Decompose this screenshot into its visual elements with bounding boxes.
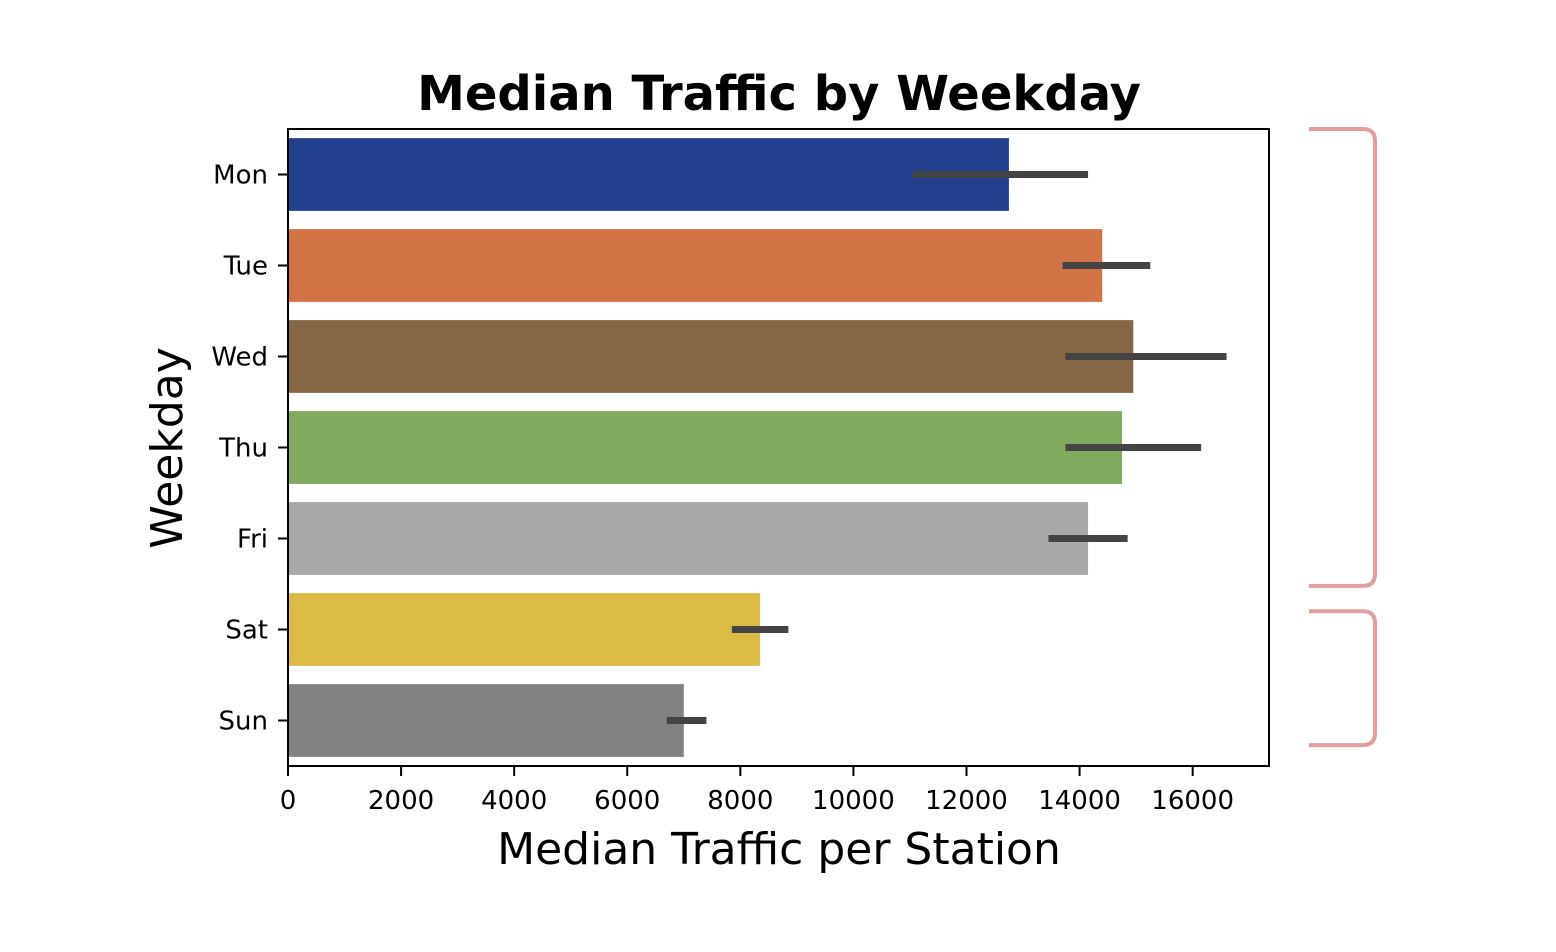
bar-mon <box>288 138 1009 211</box>
y-tick-label-sun: Sun <box>219 707 268 737</box>
bars-group <box>288 138 1134 757</box>
y-axis-ticks: Mon Tue Wed Thu Fri Sat Sun <box>211 161 288 737</box>
y-tick-label-fri: Fri <box>237 525 268 555</box>
chart-title: Median Traffic by Weekday <box>417 66 1141 122</box>
bar-sat <box>288 593 761 666</box>
y-tick-label-tue: Tue <box>223 252 268 282</box>
x-axis-label: Median Traffic per Station <box>497 824 1061 875</box>
x-tick-label-6000: 6000 <box>594 786 660 816</box>
x-tick-label-16000: 16000 <box>1151 786 1234 816</box>
x-tick-label-8000: 8000 <box>707 786 773 816</box>
bar-sun <box>288 684 684 757</box>
bar-wed <box>288 320 1134 393</box>
y-axis-label: Weekday <box>142 347 193 548</box>
x-tick-label-2000: 2000 <box>368 786 434 816</box>
error-bars-group <box>666 171 1227 724</box>
y-tick-label-thu: Thu <box>218 434 268 464</box>
bracket-mon-fri <box>1309 127 1377 588</box>
bar-thu <box>288 411 1122 484</box>
y-tick-label-wed: Wed <box>211 343 268 373</box>
x-tick-label-4000: 4000 <box>481 786 547 816</box>
x-tick-label-12000: 12000 <box>925 786 1008 816</box>
x-tick-label-14000: 14000 <box>1038 786 1121 816</box>
x-axis-ticks: 0 2000 4000 6000 8000 10000 12000 14000 16000 <box>280 766 1234 816</box>
bracket-sat-sun <box>1309 609 1377 748</box>
y-tick-label-sat: Sat <box>225 616 268 646</box>
brackets-group <box>1309 127 1377 748</box>
y-tick-label-mon: Mon <box>213 161 268 191</box>
x-tick-label-0: 0 <box>280 786 297 816</box>
bar-tue <box>288 229 1103 302</box>
x-tick-label-10000: 10000 <box>812 786 895 816</box>
bar-fri <box>288 502 1089 575</box>
